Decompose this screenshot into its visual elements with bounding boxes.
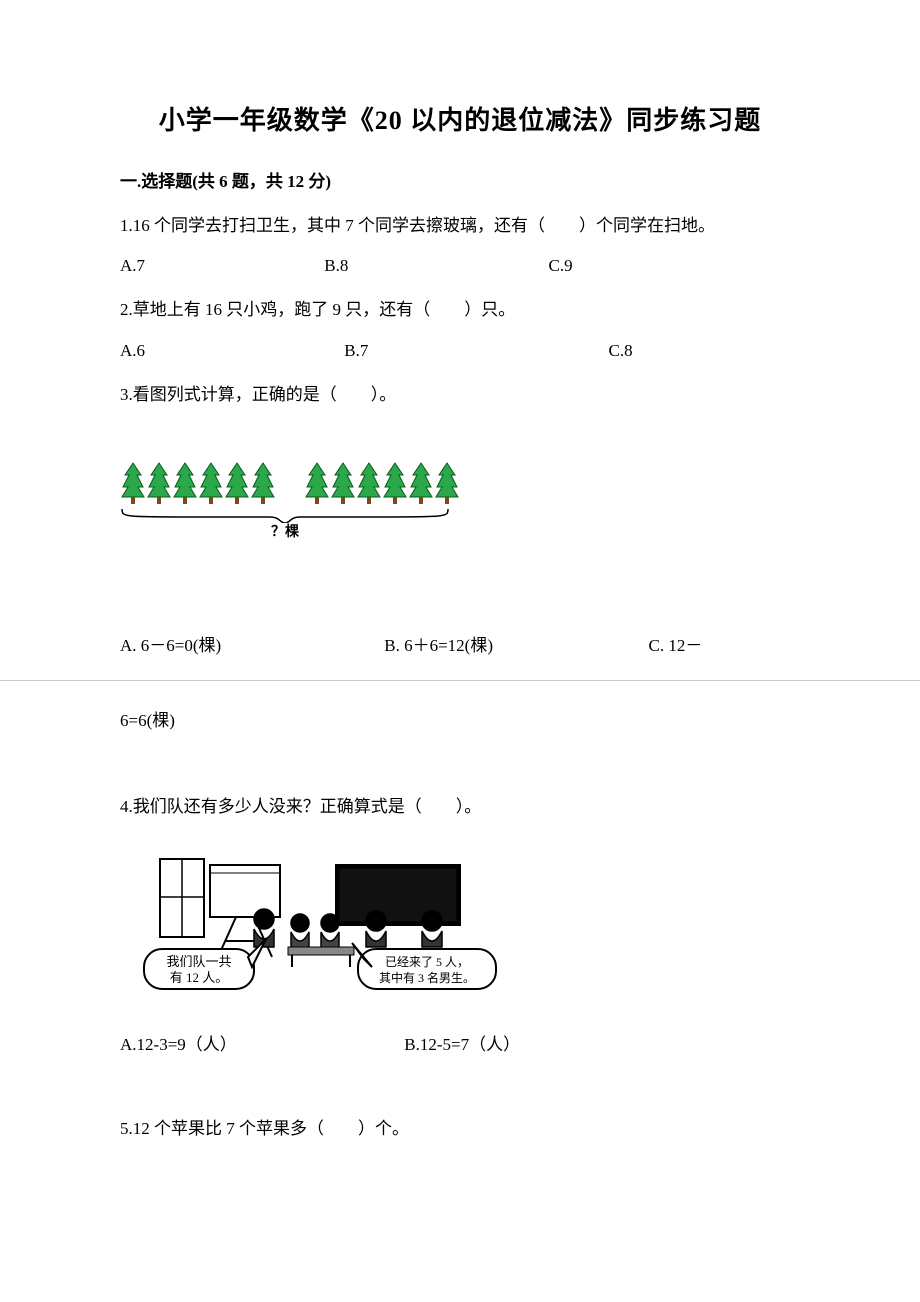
q4-figure: 我们队一共 有 12 人。 已经来了 5 人， 其中有 3 名男生。: [140, 849, 800, 1004]
q1-opt-b: B.8: [324, 256, 544, 276]
q4-options: A.12-3=9（人） B.12-5=7（人）: [120, 1030, 800, 1055]
classroom-illustration: 我们队一共 有 12 人。 已经来了 5 人， 其中有 3 名男生。: [140, 849, 500, 999]
tree-icon: [356, 461, 382, 505]
brace-label: ？棵: [120, 521, 450, 541]
q4-opt-a: A.12-3=9（人）: [120, 1030, 400, 1055]
speech-bubble-right: 已经来了 5 人， 其中有 3 名男生。: [352, 943, 496, 989]
tree-icon: [304, 461, 330, 505]
q3-options: A. 6－6=0(棵) B. 6＋6=12(棵) C. 12－: [120, 631, 800, 656]
section-header: 一.选择题(共 6 题，共 12 分): [120, 167, 800, 192]
brace-area: ？棵: [120, 507, 450, 528]
q2-opt-b: B.7: [344, 341, 604, 361]
tree-icon: [198, 461, 224, 505]
q4-opt-b: B.12-5=7（人）: [404, 1030, 520, 1055]
page-divider: [0, 680, 920, 681]
q2-opt-c: C.8: [609, 341, 633, 361]
q3-opt-c: C. 12－: [649, 631, 703, 656]
tree-icon: [224, 461, 250, 505]
q3-stem: 3.看图列式计算，正确的是（ ）。: [120, 379, 800, 411]
page: 小学一年级数学《20 以内的退位减法》同步练习题 一.选择题(共 6 题，共 1…: [0, 0, 920, 1220]
q1-options: A.7 B.8 C.9: [120, 256, 800, 276]
q2-options: A.6 B.7 C.8: [120, 341, 800, 361]
bubble-right-line2: 其中有 3 名男生。: [379, 970, 475, 985]
bubble-right-line1: 已经来了 5 人，: [385, 955, 469, 969]
q3-opt-b: B. 6＋6=12(棵): [384, 631, 644, 656]
q4-stem: 4.我们队还有多少人没来？正确算式是（ ）。: [120, 791, 800, 823]
q1-opt-a: A.7: [120, 256, 320, 276]
tree-icon: [434, 461, 460, 505]
bubble-left-line1: 我们队一共: [166, 954, 231, 969]
speech-bubble-left: 我们队一共 有 12 人。: [144, 939, 266, 989]
q3-cont: 6=6(棵): [120, 705, 800, 737]
tree-icon: [172, 461, 198, 505]
q1-opt-c: C.9: [549, 256, 573, 276]
bubble-left-line2: 有 12 人。: [170, 970, 229, 985]
tree-icon: [408, 461, 434, 505]
tree-icon: [146, 461, 172, 505]
spacer: [120, 751, 800, 791]
q3-opt-a: A. 6－6=0(棵): [120, 631, 380, 656]
tree-icon: [330, 461, 356, 505]
page-title: 小学一年级数学《20 以内的退位减法》同步练习题: [120, 100, 800, 137]
spacer: [120, 1073, 800, 1113]
q2-opt-a: A.6: [120, 341, 340, 361]
tree-icon: [382, 461, 408, 505]
spacer: [120, 571, 800, 631]
q3-figure: ？棵: [120, 461, 800, 551]
q5-stem: 5.12 个苹果比 7 个苹果多（ ）个。: [120, 1113, 800, 1145]
q1-stem: 1.16 个同学去打扫卫生，其中 7 个同学去擦玻璃，还有（ ）个同学在扫地。: [120, 210, 800, 242]
tree-icon: [250, 461, 276, 505]
tree-icon: [120, 461, 146, 505]
tree-row: [120, 461, 800, 505]
q2-stem: 2.草地上有 16 只小鸡，跑了 9 只，还有（ ）只。: [120, 294, 800, 326]
